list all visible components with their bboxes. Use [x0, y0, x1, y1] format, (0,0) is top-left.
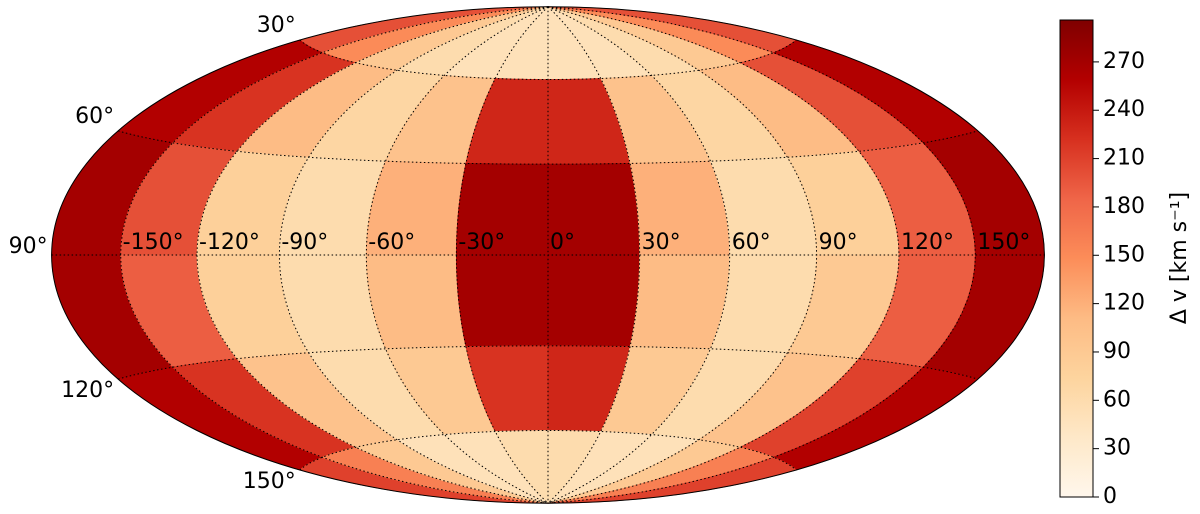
x-tick-label: -90° — [281, 230, 328, 255]
meridian — [547, 6, 641, 504]
x-tick-label: -60° — [368, 230, 415, 255]
colorbar-tick-label: 270 — [1103, 49, 1145, 74]
heatmap-cell — [547, 254, 641, 348]
colorbar-tick-label: 0 — [1103, 484, 1117, 509]
graticule — [51, 6, 1045, 504]
heatmap-cell — [365, 254, 467, 350]
x-tick-label: 0° — [550, 230, 575, 255]
colorbar-tick-label: 60 — [1103, 387, 1131, 412]
heatmap-cell — [629, 254, 731, 350]
colorbar-tick-label: 90 — [1103, 339, 1131, 364]
colorbar-tick-label: 120 — [1103, 291, 1145, 316]
tick-labels: -150° -120° -90° -60° -30° 0° 30° 60° 90° 120° 150… — [9, 13, 1031, 494]
meridian — [547, 6, 900, 504]
colorbar-tick-label: 210 — [1103, 146, 1145, 171]
meridian — [547, 6, 976, 504]
colorbar-tick-label: 150 — [1103, 242, 1145, 267]
colorbar-tick-label: 240 — [1103, 97, 1145, 122]
map-boundary — [51, 6, 1045, 504]
colorbar-tick-label: 180 — [1103, 194, 1145, 219]
colorbar-tick-label: 30 — [1103, 436, 1131, 461]
meridian — [278, 6, 549, 504]
heatmap-cell — [455, 254, 549, 348]
x-tick-label: 120° — [901, 230, 954, 255]
y-tick-label: 30° — [257, 13, 296, 38]
meridian — [120, 6, 549, 504]
x-tick-label: 30° — [642, 230, 681, 255]
meridian — [365, 6, 549, 504]
parallel — [117, 345, 979, 380]
y-tick-label: 150° — [243, 469, 296, 494]
y-tick-label: 120° — [61, 378, 114, 403]
parallel — [299, 429, 797, 471]
y-tick-label: 60° — [75, 104, 114, 129]
parallel — [299, 39, 797, 81]
x-tick-label: -120° — [199, 230, 260, 255]
x-tick-label: -150° — [123, 230, 184, 255]
x-tick-label: 90° — [819, 230, 858, 255]
colorbar-label: Δ v [km s⁻¹] — [1167, 192, 1192, 324]
x-tick-label: 150° — [977, 230, 1030, 255]
map — [51, 5, 1045, 505]
y-tick-label: 90° — [9, 234, 48, 259]
x-tick-label: 60° — [732, 230, 771, 255]
parallel — [117, 130, 979, 165]
meridian — [547, 6, 731, 504]
colorbar — [1059, 19, 1094, 498]
x-tick-label: -30° — [458, 230, 505, 255]
